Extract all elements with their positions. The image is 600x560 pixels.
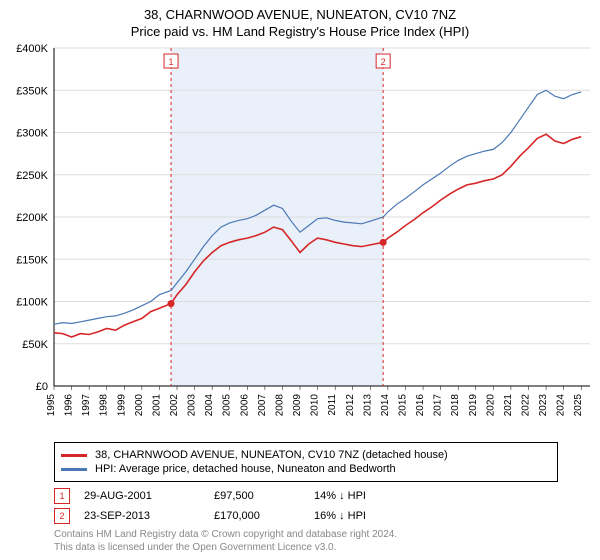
svg-text:2023: 2023 [538, 394, 549, 417]
svg-text:£200K: £200K [16, 212, 48, 224]
svg-text:2015: 2015 [397, 394, 408, 417]
svg-text:1998: 1998 [99, 394, 110, 417]
svg-text:2021: 2021 [503, 394, 514, 417]
marker-price-1: £97,500 [214, 490, 314, 502]
marker-date-1: 29-AUG-2001 [84, 490, 214, 502]
svg-text:2025: 2025 [573, 394, 584, 417]
legend-swatch-2 [61, 468, 87, 471]
marker-pct-1: 14% ↓ HPI [314, 490, 444, 502]
svg-text:2014: 2014 [380, 394, 391, 417]
svg-text:2018: 2018 [450, 394, 461, 417]
svg-text:£300K: £300K [16, 128, 48, 140]
svg-text:£150K: £150K [16, 254, 48, 266]
marker-pct-2: 16% ↓ HPI [314, 510, 444, 522]
svg-text:2003: 2003 [187, 394, 198, 417]
legend-item-2: HPI: Average price, detached house, Nune… [61, 463, 551, 475]
svg-text:2006: 2006 [239, 394, 250, 417]
marker-num-2: 2 [54, 508, 70, 524]
svg-text:2007: 2007 [257, 394, 268, 417]
svg-text:2008: 2008 [274, 394, 285, 417]
marker-table: 1 29-AUG-2001 £97,500 14% ↓ HPI 2 23-SEP… [54, 484, 544, 528]
svg-text:2013: 2013 [362, 394, 373, 417]
title-line-1: 38, CHARNWOOD AVENUE, NUNEATON, CV10 7NZ [0, 6, 600, 23]
legend: 38, CHARNWOOD AVENUE, NUNEATON, CV10 7NZ… [54, 442, 558, 482]
title-block: 38, CHARNWOOD AVENUE, NUNEATON, CV10 7NZ… [0, 0, 600, 40]
svg-text:2001: 2001 [151, 394, 162, 417]
svg-text:2022: 2022 [520, 394, 531, 417]
svg-text:2024: 2024 [556, 394, 567, 417]
svg-text:2010: 2010 [310, 394, 321, 417]
svg-text:2002: 2002 [169, 394, 180, 417]
legend-label-1: 38, CHARNWOOD AVENUE, NUNEATON, CV10 7NZ… [95, 449, 448, 461]
svg-text:£400K: £400K [16, 43, 48, 55]
legend-label-2: HPI: Average price, detached house, Nune… [95, 463, 396, 475]
svg-text:£250K: £250K [16, 170, 48, 182]
svg-text:£350K: £350K [16, 85, 48, 97]
marker-num-1: 1 [54, 488, 70, 504]
svg-text:2016: 2016 [415, 394, 426, 417]
marker-row-2: 2 23-SEP-2013 £170,000 16% ↓ HPI [54, 508, 544, 524]
svg-text:1995: 1995 [46, 394, 57, 417]
svg-text:2019: 2019 [468, 394, 479, 417]
footer-line-2: This data is licensed under the Open Gov… [54, 541, 397, 554]
title-line-2: Price paid vs. HM Land Registry's House … [0, 23, 600, 40]
chart-area: £0 £50K £100K £150K £200K £250K £300K £350K £400… [0, 40, 600, 438]
svg-text:1996: 1996 [64, 394, 75, 417]
svg-text:2009: 2009 [292, 394, 303, 417]
svg-text:2005: 2005 [222, 394, 233, 417]
svg-text:2020: 2020 [485, 394, 496, 417]
svg-text:2004: 2004 [204, 394, 215, 417]
svg-text:2: 2 [381, 57, 386, 67]
svg-text:2012: 2012 [345, 394, 356, 417]
svg-text:£100K: £100K [16, 297, 48, 309]
svg-text:1997: 1997 [81, 394, 92, 417]
footer: Contains HM Land Registry data © Crown c… [54, 528, 397, 554]
svg-text:2011: 2011 [327, 394, 338, 416]
svg-text:1: 1 [169, 57, 174, 67]
svg-text:£50K: £50K [22, 339, 48, 351]
svg-text:£0: £0 [36, 381, 48, 393]
legend-item-1: 38, CHARNWOOD AVENUE, NUNEATON, CV10 7NZ… [61, 449, 551, 461]
marker-price-2: £170,000 [214, 510, 314, 522]
chart-svg: £0 £50K £100K £150K £200K £250K £300K £350K £400… [0, 40, 600, 438]
footer-line-1: Contains HM Land Registry data © Crown c… [54, 528, 397, 541]
svg-text:2017: 2017 [433, 394, 444, 417]
marker-row-1: 1 29-AUG-2001 £97,500 14% ↓ HPI [54, 488, 544, 504]
svg-text:2000: 2000 [134, 394, 145, 417]
marker-date-2: 23-SEP-2013 [84, 510, 214, 522]
chart-container: 38, CHARNWOOD AVENUE, NUNEATON, CV10 7NZ… [0, 0, 600, 560]
svg-text:1999: 1999 [116, 394, 127, 417]
legend-swatch-1 [61, 454, 87, 457]
